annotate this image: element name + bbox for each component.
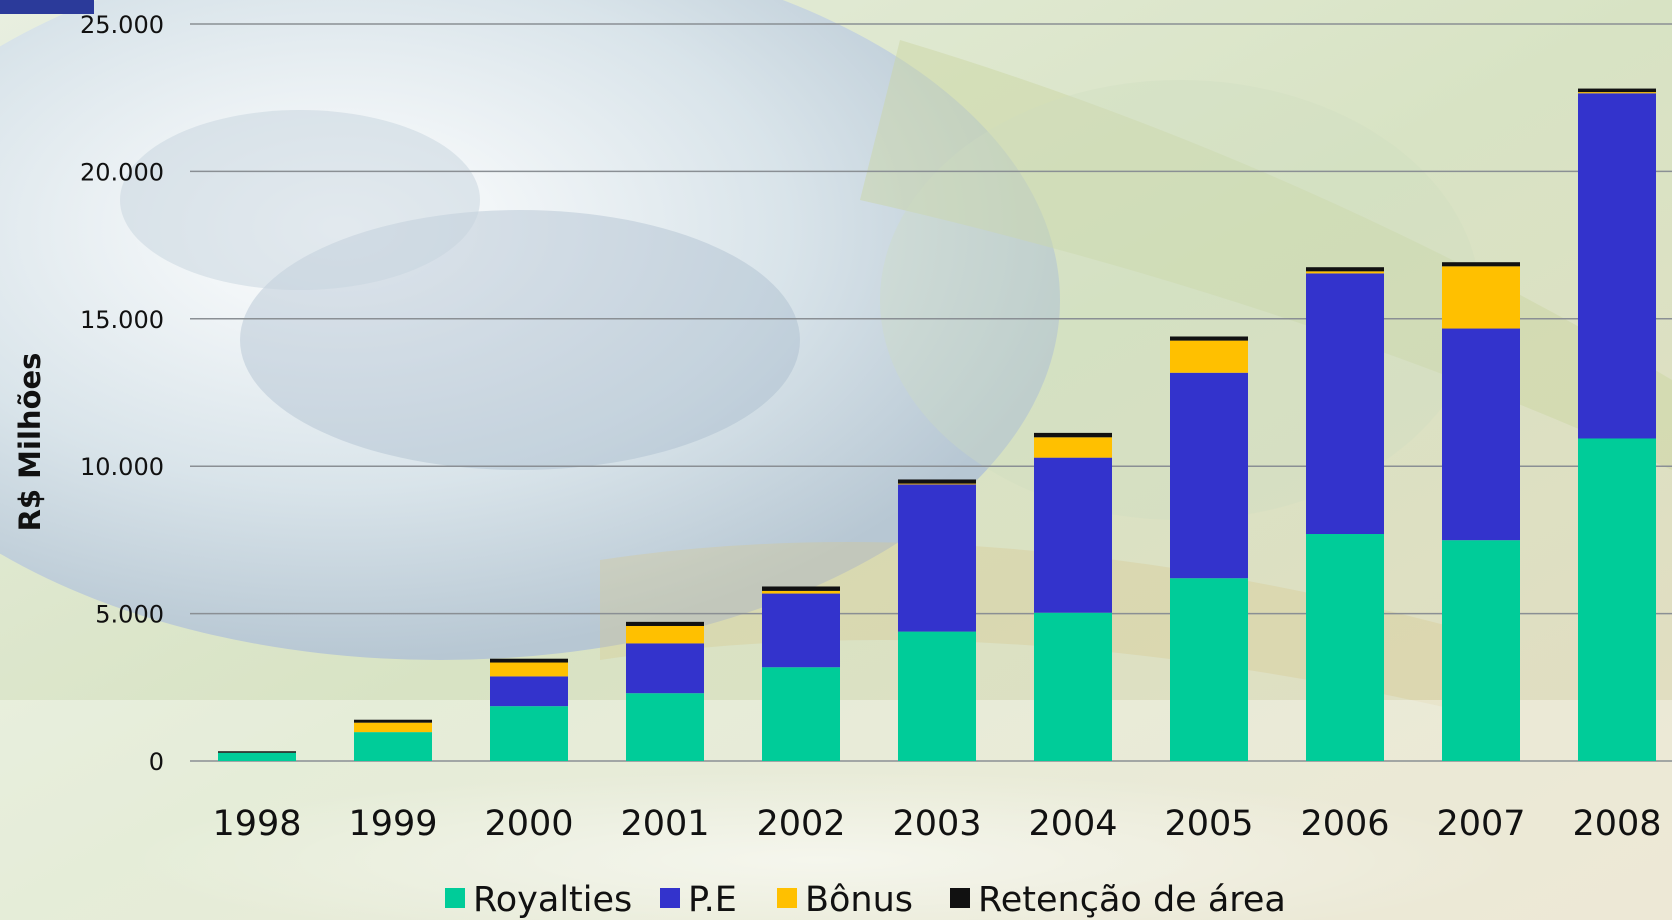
bar-b-nus-2003 [898,483,976,485]
bar-royalties-2005 [1170,578,1248,761]
bar-reten-o-de-rea-2002 [762,586,840,591]
y-tick-label: 25.000 [80,11,164,39]
bar-royalties-2004 [1034,612,1112,761]
legend-swatch [777,888,797,908]
bar-reten-o-de-rea-2005 [1170,336,1248,341]
bar-reten-o-de-rea-2000 [490,658,568,663]
gridlines [190,23,1672,762]
x-tick-label: 1999 [348,804,437,844]
legend-label: Retenção de área [978,880,1286,920]
y-tick-label: 0 [149,748,164,776]
bar-b-nus-2007 [1442,266,1520,329]
legend-swatch [950,888,970,908]
bar-b-nus-2000 [490,662,568,677]
legend-swatch [445,888,465,908]
x-tick-label: 2001 [620,804,709,844]
bar-b-nus-2004 [1034,437,1112,458]
bar-reten-o-de-rea-2004 [1034,432,1112,438]
bar-p-e-2006 [1306,273,1384,535]
y-tick-label: 20.000 [80,158,164,186]
x-tick-label: 2003 [892,804,981,844]
bar-b-nus-2005 [1170,340,1248,373]
bar-p-e-2003 [898,484,976,632]
bar-p-e-2007 [1442,328,1520,541]
bar-b-nus-2008 [1578,92,1656,94]
bar-royalties-1999 [354,732,432,761]
bar-royalties-2003 [898,631,976,761]
y-tick-label: 10.000 [80,453,164,481]
legend: Royalties P.E Bônus Retenção de área [445,880,1286,920]
legend-label: Bônus [805,880,913,920]
corner-accent-bar [0,0,94,14]
legend-swatch [660,888,680,908]
bar-royalties-2002 [762,667,840,761]
bar-b-nus-1999 [354,722,432,733]
bar-b-nus-2001 [626,625,704,644]
y-tick-label: 15.000 [80,306,164,334]
x-tick-label: 2002 [756,804,845,844]
x-tick-label: 1998 [212,804,301,844]
bar-reten-o-de-rea-1999 [354,719,432,723]
bar-p-e-2000 [490,676,568,707]
bar-p-e-2002 [762,593,840,668]
bar-reten-o-de-rea-2001 [626,621,704,626]
bar-reten-o-de-rea-2008 [1578,88,1656,93]
bar-p-e-2001 [626,643,704,694]
bar-p-e-2004 [1034,457,1112,613]
bar-royalties-2008 [1578,438,1656,761]
y-axis-label: R$ Milhões [13,353,47,532]
y-axis-ticks: 0 5.000 10.000 15.000 20.000 25.000 [80,11,164,776]
bar-b-nus-2006 [1306,271,1384,274]
bar-reten-o-de-rea-2006 [1306,267,1384,272]
bar-reten-o-de-rea-2003 [898,479,976,484]
bar-royalties-2007 [1442,540,1520,761]
x-tick-label: 2000 [484,804,573,844]
x-axis-ticks: 1998 1999 2000 2001 2002 2003 2004 2005 2006 2007… [212,804,1661,844]
x-tick-label: 2007 [1436,804,1525,844]
bar-royalties-1998 [218,752,296,761]
legend-label: P.E [688,880,737,920]
x-tick-label: 2006 [1300,804,1389,844]
legend-label: Royalties [473,880,632,920]
y-tick-label: 5.000 [95,601,164,629]
bar-b-nus-2002 [762,590,840,594]
bar-p-e-2008 [1578,93,1656,439]
bar-p-e-2005 [1170,372,1248,579]
x-tick-label: 2008 [1572,804,1661,844]
bar-royalties-2000 [490,706,568,761]
bar-reten-o-de-rea-1998 [218,751,296,753]
bars [218,88,1656,761]
bar-reten-o-de-rea-2007 [1442,262,1520,267]
x-tick-label: 2004 [1028,804,1117,844]
x-tick-label: 2005 [1164,804,1253,844]
bar-royalties-2001 [626,693,704,761]
bar-royalties-2006 [1306,534,1384,761]
